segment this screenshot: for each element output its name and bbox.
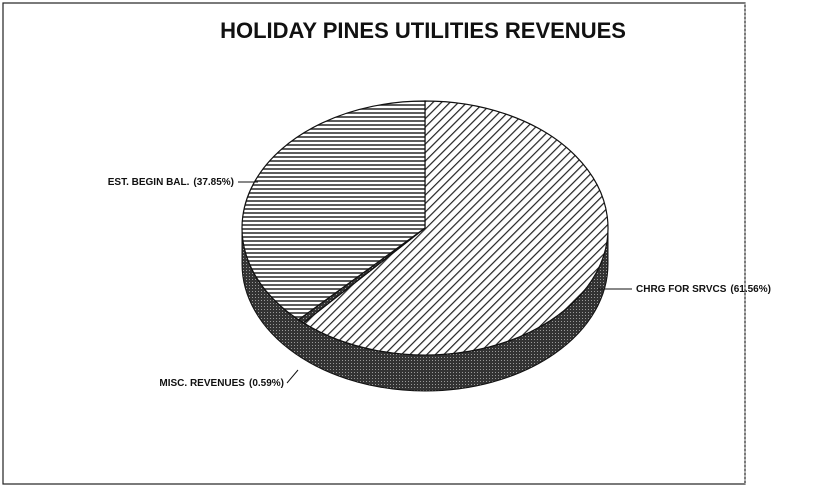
slice-label: EST. BEGIN BAL. (37.85%) bbox=[108, 177, 234, 188]
pie-slice bbox=[302, 100, 609, 356]
slice-name: CHRG FOR SRVCS bbox=[636, 284, 727, 295]
slice-value: (0.59%) bbox=[249, 378, 284, 389]
leader-line bbox=[286, 369, 299, 384]
chart-title: HOLIDAY PINES UTILITIES REVENUES bbox=[220, 18, 626, 43]
slice-value: (61.56%) bbox=[730, 284, 771, 295]
slice-label: CHRG FOR SRVCS (61.56%) bbox=[636, 284, 771, 295]
slice-label: MISC. REVENUES (0.59%) bbox=[159, 378, 284, 389]
pie-slice bbox=[241, 100, 426, 321]
slice-name: EST. BEGIN BAL. bbox=[108, 177, 190, 188]
slice-name: MISC. REVENUES bbox=[159, 378, 245, 389]
slice-value: (37.85%) bbox=[193, 177, 234, 188]
